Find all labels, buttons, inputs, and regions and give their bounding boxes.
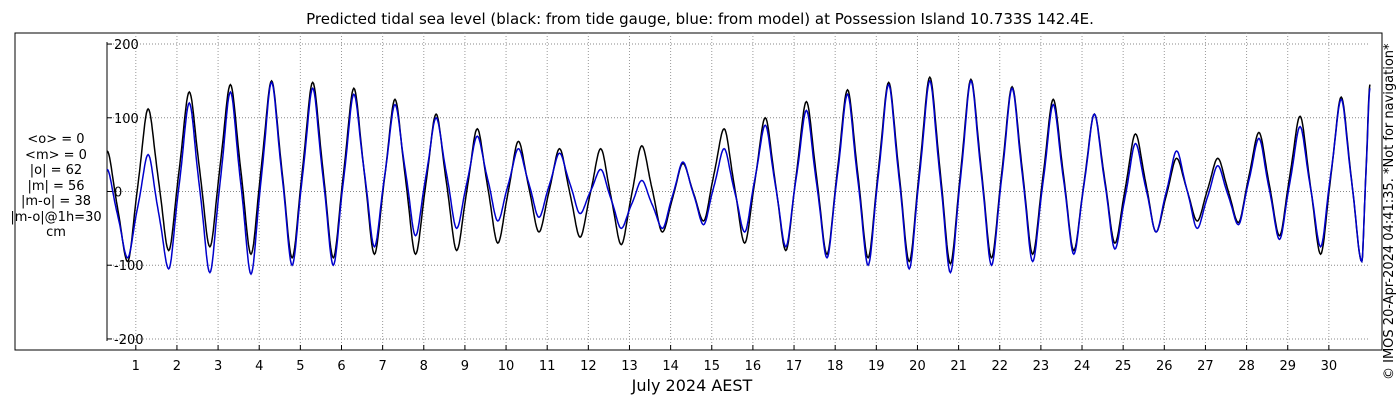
plot-frame <box>14 32 1383 351</box>
y-tick-label: 0 <box>114 186 122 201</box>
x-tick-label: 6 <box>337 359 345 374</box>
x-tick-label: 13 <box>621 359 638 374</box>
x-tick-label: 18 <box>827 359 844 374</box>
x-tick-label: 12 <box>580 359 597 374</box>
copyright-notice: © IMOS 20-Apr-2024 04:41:35. *Not for na… <box>1382 43 1397 380</box>
stat-mean-model: <m> = 0 <box>25 147 87 163</box>
x-tick-label: 16 <box>745 359 762 374</box>
x-tick-label: 17 <box>786 359 803 374</box>
series-lines <box>106 75 1371 276</box>
x-tick-label: 30 <box>1321 359 1338 374</box>
chart-title: Predicted tidal sea level (black: from t… <box>306 10 1094 28</box>
x-tick-label: 7 <box>378 359 386 374</box>
x-axis-label: July 2024 AEST <box>631 376 753 395</box>
x-tick-label: 27 <box>1197 359 1214 374</box>
y-tick-label: 200 <box>114 38 139 53</box>
series-line-model <box>106 79 1371 276</box>
x-tick-label: 25 <box>1115 359 1132 374</box>
x-tick-label: 26 <box>1156 359 1173 374</box>
x-tick-label: 2 <box>173 359 181 374</box>
y-tick-label: 100 <box>114 112 139 127</box>
y-tick-label: -200 <box>114 333 144 348</box>
stat-abs-diff-1h: |m-o|@1h=30 <box>10 209 102 225</box>
x-tick-label: 29 <box>1279 359 1296 374</box>
grid <box>107 33 1370 350</box>
x-tick-label: 3 <box>214 359 222 374</box>
x-tick-label: 5 <box>296 359 304 374</box>
series-line-gauge <box>106 75 1371 265</box>
x-tick-label: 21 <box>950 359 967 374</box>
x-tick-label: 9 <box>461 359 469 374</box>
stat-unit: cm <box>46 225 66 240</box>
x-tick-label: 20 <box>909 359 926 374</box>
x-tick-label: 28 <box>1238 359 1255 374</box>
x-tick-label: 8 <box>420 359 428 374</box>
x-tick-label: 15 <box>703 359 720 374</box>
x-tick-label: 1 <box>132 359 140 374</box>
x-tick-label: 22 <box>991 359 1008 374</box>
stat-abs-diff: |m-o| = 38 <box>20 194 91 209</box>
x-tick-label: 14 <box>662 359 679 374</box>
stat-mean-obs: <o> = 0 <box>27 132 85 147</box>
statistics-panel: <o> = 0 <m> = 0 |o| = 62 |m| = 56 |m-o| … <box>8 132 104 241</box>
stat-abs-model: |m| = 56 <box>27 178 85 194</box>
x-tick-label: 11 <box>539 359 556 374</box>
y-tick-label: -100 <box>114 259 144 274</box>
stat-abs-obs: |o| = 62 <box>29 163 83 178</box>
x-tick-label: 19 <box>868 359 885 374</box>
x-tick-label: 23 <box>1033 359 1050 374</box>
x-tick-label: 4 <box>255 359 263 374</box>
x-tick-label: 24 <box>1074 359 1091 374</box>
x-tick-label: 10 <box>498 359 515 374</box>
